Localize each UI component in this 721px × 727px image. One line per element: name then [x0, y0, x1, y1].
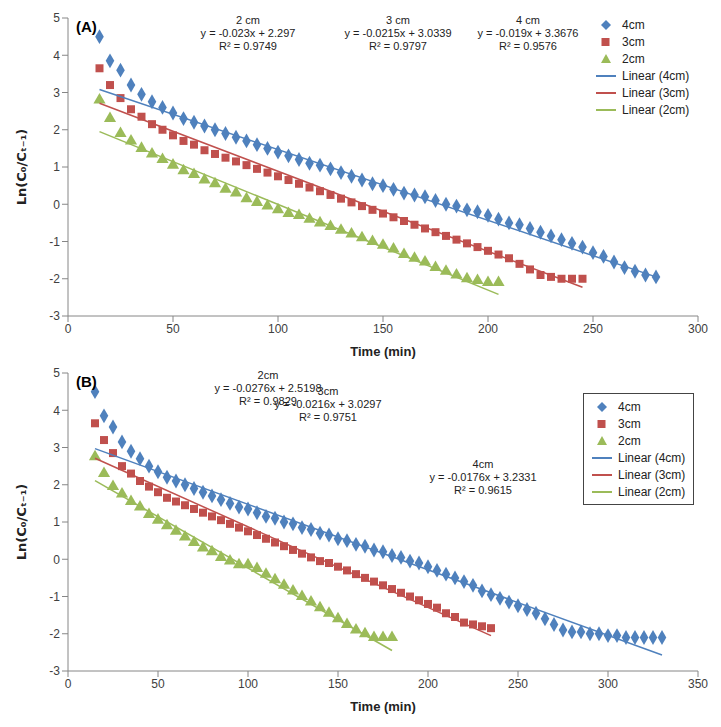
html-text:y = -0.023x + 2.297: y = -0.023x + 2.297 [200, 27, 296, 39]
html-text:2cm: 2cm [622, 51, 645, 66]
html-text:Linear (4cm): Linear (4cm) [622, 68, 690, 83]
svg-text:3: 3 [53, 441, 60, 455]
html-text:4cm: 4cm [622, 17, 645, 32]
html-text:3cm: 3cm [317, 385, 339, 397]
html-text:y = -0.0276x + 2.5198: y = -0.0276x + 2.5198 [214, 382, 322, 394]
html-text:2cm: 2cm [257, 369, 279, 381]
svg-text:100: 100 [268, 322, 288, 336]
svg-text:-2: -2 [49, 272, 60, 286]
svg-text:-1: -1 [49, 590, 60, 604]
html-text:y = -0.0216x + 3.0297: y = -0.0216x + 3.0297 [274, 398, 382, 410]
html-text:3 cm: 3 cm [386, 14, 410, 26]
svg-text:1: 1 [53, 515, 60, 529]
html-text:Linear (2cm): Linear (2cm) [618, 484, 686, 499]
svg-text:2: 2 [53, 123, 60, 137]
html-text:2 cm: 2 cm [236, 14, 260, 26]
svg-text:1: 1 [53, 160, 60, 174]
html-text:4 cm: 4 cm [516, 14, 540, 26]
html-text:4cm: 4cm [618, 399, 641, 414]
svg-text:Ln(C₀/Cₜ₋₁): Ln(C₀/Cₜ₋₁) [14, 129, 29, 206]
html-text:3cm: 3cm [618, 416, 641, 431]
svg-text:150: 150 [328, 677, 348, 691]
html-text:R² = 0.9576: R² = 0.9576 [499, 40, 557, 52]
html-text:y = -0.0176x + 3.2331: y = -0.0176x + 3.2331 [429, 471, 537, 483]
svg-text:3: 3 [53, 86, 60, 100]
html-text:R² = 0.9615: R² = 0.9615 [454, 484, 512, 496]
svg-text:Ln(C₀/Cₜ₋₁): Ln(C₀/Cₜ₋₁) [14, 484, 29, 561]
svg-text:50: 50 [166, 322, 180, 336]
svg-text:0: 0 [65, 677, 72, 691]
svg-text:-2: -2 [49, 627, 60, 641]
html-text:R² = 0.9751: R² = 0.9751 [299, 411, 357, 423]
svg-text:250: 250 [508, 677, 528, 691]
html-text:R² = 0.9749: R² = 0.9749 [219, 40, 277, 52]
html-text:3cm: 3cm [622, 34, 645, 49]
html-text:y = -0.0215x + 3.0339: y = -0.0215x + 3.0339 [344, 27, 452, 39]
svg-text:-3: -3 [49, 309, 60, 323]
html-text:Linear (4cm): Linear (4cm) [618, 450, 686, 465]
html-text:(A): (A) [76, 18, 97, 35]
html-text:2cm: 2cm [618, 433, 641, 448]
svg-text:100: 100 [238, 677, 258, 691]
svg-text:5: 5 [53, 366, 60, 380]
html-text:R² = 0.9829: R² = 0.9829 [239, 395, 297, 407]
svg-text:Time (min): Time (min) [350, 344, 416, 359]
html-text:Linear (3cm): Linear (3cm) [622, 85, 690, 100]
html-text:Linear (2cm): Linear (2cm) [622, 102, 690, 117]
svg-text:200: 200 [418, 677, 438, 691]
svg-text:4: 4 [53, 49, 60, 63]
html-text:R² = 0.9797: R² = 0.9797 [369, 40, 427, 52]
svg-text:5: 5 [53, 11, 60, 25]
svg-text:300: 300 [598, 677, 618, 691]
svg-text:250: 250 [583, 322, 603, 336]
html-text:Linear (3cm): Linear (3cm) [618, 467, 686, 482]
svg-text:350: 350 [688, 677, 708, 691]
html-text:4cm: 4cm [472, 458, 494, 470]
svg-text:4: 4 [53, 404, 60, 418]
html-text:y = -0.019x + 3.3676: y = -0.019x + 3.3676 [477, 27, 579, 39]
html-text:(B): (B) [76, 373, 97, 390]
svg-text:2: 2 [53, 478, 60, 492]
svg-text:0: 0 [65, 322, 72, 336]
svg-text:300: 300 [688, 322, 708, 336]
svg-text:-3: -3 [49, 664, 60, 678]
svg-text:-1: -1 [49, 235, 60, 249]
svg-text:0: 0 [53, 198, 60, 212]
svg-text:200: 200 [478, 322, 498, 336]
svg-text:150: 150 [373, 322, 393, 336]
svg-text:0: 0 [53, 553, 60, 567]
svg-text:Time (min): Time (min) [350, 699, 416, 714]
svg-text:50: 50 [151, 677, 165, 691]
